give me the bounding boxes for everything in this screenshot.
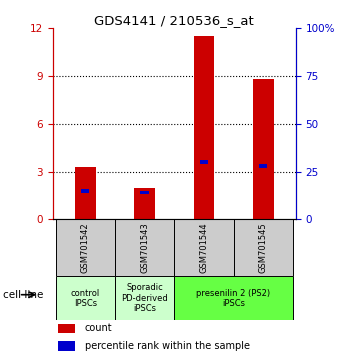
Text: Sporadic
PD-derived
iPSCs: Sporadic PD-derived iPSCs <box>121 283 168 313</box>
Text: count: count <box>85 324 113 333</box>
Bar <box>134 188 155 219</box>
Bar <box>140 191 149 194</box>
Bar <box>115 276 174 320</box>
Bar <box>75 167 96 219</box>
Text: GSM701544: GSM701544 <box>199 222 208 273</box>
Text: percentile rank within the sample: percentile rank within the sample <box>85 341 250 351</box>
Bar <box>115 219 174 276</box>
Bar <box>81 189 89 193</box>
Text: GSM701545: GSM701545 <box>259 222 268 273</box>
Bar <box>259 164 267 168</box>
Text: presenilin 2 (PS2)
iPSCs: presenilin 2 (PS2) iPSCs <box>197 289 271 308</box>
Bar <box>200 160 208 164</box>
Bar <box>253 79 274 219</box>
Bar <box>234 219 293 276</box>
Bar <box>193 36 214 219</box>
Title: GDS4141 / 210536_s_at: GDS4141 / 210536_s_at <box>95 14 254 27</box>
Bar <box>56 219 115 276</box>
Bar <box>57 341 75 350</box>
Bar <box>57 324 75 333</box>
Bar <box>174 276 293 320</box>
Text: cell line: cell line <box>3 290 44 300</box>
Bar <box>174 219 234 276</box>
Text: GSM701543: GSM701543 <box>140 222 149 273</box>
Text: control
IPSCs: control IPSCs <box>71 289 100 308</box>
Text: GSM701542: GSM701542 <box>81 222 90 273</box>
Bar <box>56 276 115 320</box>
